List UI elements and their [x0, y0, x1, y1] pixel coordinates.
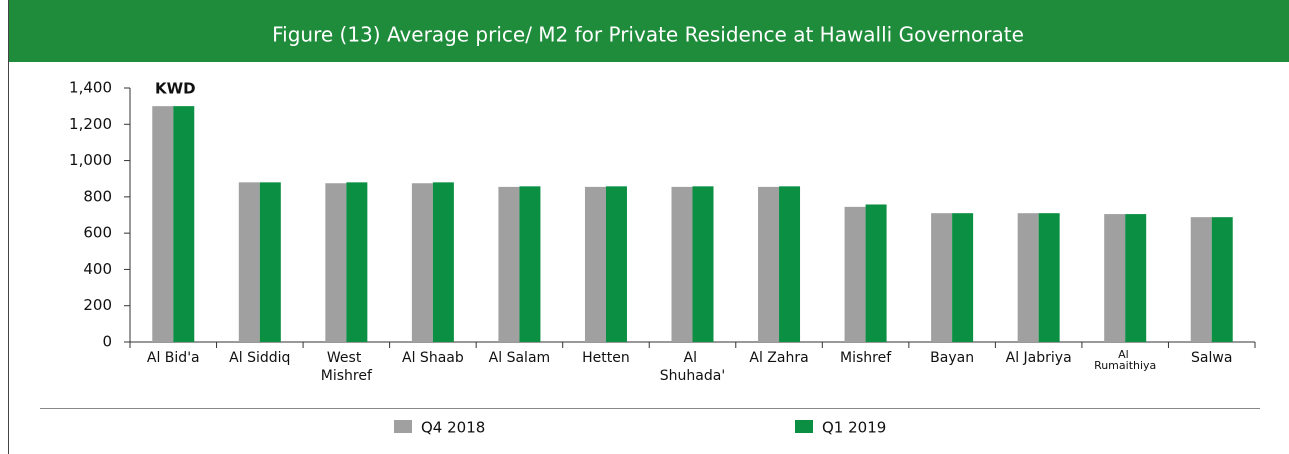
- bar: [325, 183, 347, 342]
- bar: [671, 186, 693, 342]
- y-tick-label: 1,200: [69, 115, 112, 133]
- legend-swatch: [795, 420, 813, 433]
- header-bar: [8, 0, 1289, 62]
- bar: [173, 106, 195, 343]
- bar: [692, 186, 714, 342]
- bar: [1104, 214, 1126, 342]
- bar: [1125, 214, 1147, 342]
- bar: [584, 186, 606, 342]
- y-axis-label: KWD: [155, 80, 196, 98]
- bar: [758, 186, 780, 342]
- y-tick-label: 200: [83, 296, 112, 314]
- bar: [519, 186, 541, 342]
- x-tick-label: Al Siddiq: [229, 350, 290, 366]
- x-tick-label: Salwa: [1191, 350, 1232, 366]
- bar: [779, 186, 801, 342]
- bar: [152, 106, 174, 343]
- legend-label: Q4 2018: [421, 419, 485, 437]
- bar: [865, 204, 887, 342]
- y-tick-label: 1,400: [69, 79, 112, 97]
- x-tick-label: Mishref: [840, 350, 892, 366]
- x-tick-label: Al Jabriya: [1006, 350, 1072, 366]
- bar: [238, 182, 260, 342]
- bar: [1211, 217, 1233, 342]
- bar: [1038, 213, 1060, 342]
- bar: [432, 182, 454, 342]
- x-tick-label: Al Zahra: [749, 350, 808, 366]
- bar: [952, 213, 974, 342]
- x-tick-label: Hetten: [582, 350, 630, 366]
- bar: [605, 186, 627, 342]
- bar: [346, 182, 368, 342]
- y-tick-label: 600: [83, 224, 112, 242]
- bar: [259, 182, 281, 342]
- bar: [498, 186, 520, 342]
- y-tick-label: 800: [83, 187, 112, 205]
- legend-label: Q1 2019: [822, 419, 886, 437]
- x-tick-label: Al Bid'a: [147, 350, 200, 366]
- y-tick-label: 1,000: [69, 151, 112, 169]
- bar: [844, 206, 866, 342]
- bar: [1190, 217, 1212, 342]
- bar: [411, 183, 433, 342]
- bar: [931, 213, 953, 342]
- x-tick-label: Al Salam: [489, 350, 551, 366]
- x-tick-label: Bayan: [930, 350, 974, 366]
- x-tick-label: Al Rumaithiya: [1094, 348, 1156, 372]
- legend-swatch: [394, 420, 412, 433]
- chart-title: Figure (13) Average price/ M2 for Privat…: [272, 23, 1024, 47]
- x-tick-label: Al Shuhada': [660, 350, 725, 384]
- x-tick-label: West Mishref: [321, 350, 373, 384]
- bar: [1017, 213, 1039, 342]
- x-tick-label: Al Shaab: [402, 350, 464, 366]
- y-tick-label: 400: [83, 260, 112, 278]
- y-tick-label: 0: [102, 333, 112, 351]
